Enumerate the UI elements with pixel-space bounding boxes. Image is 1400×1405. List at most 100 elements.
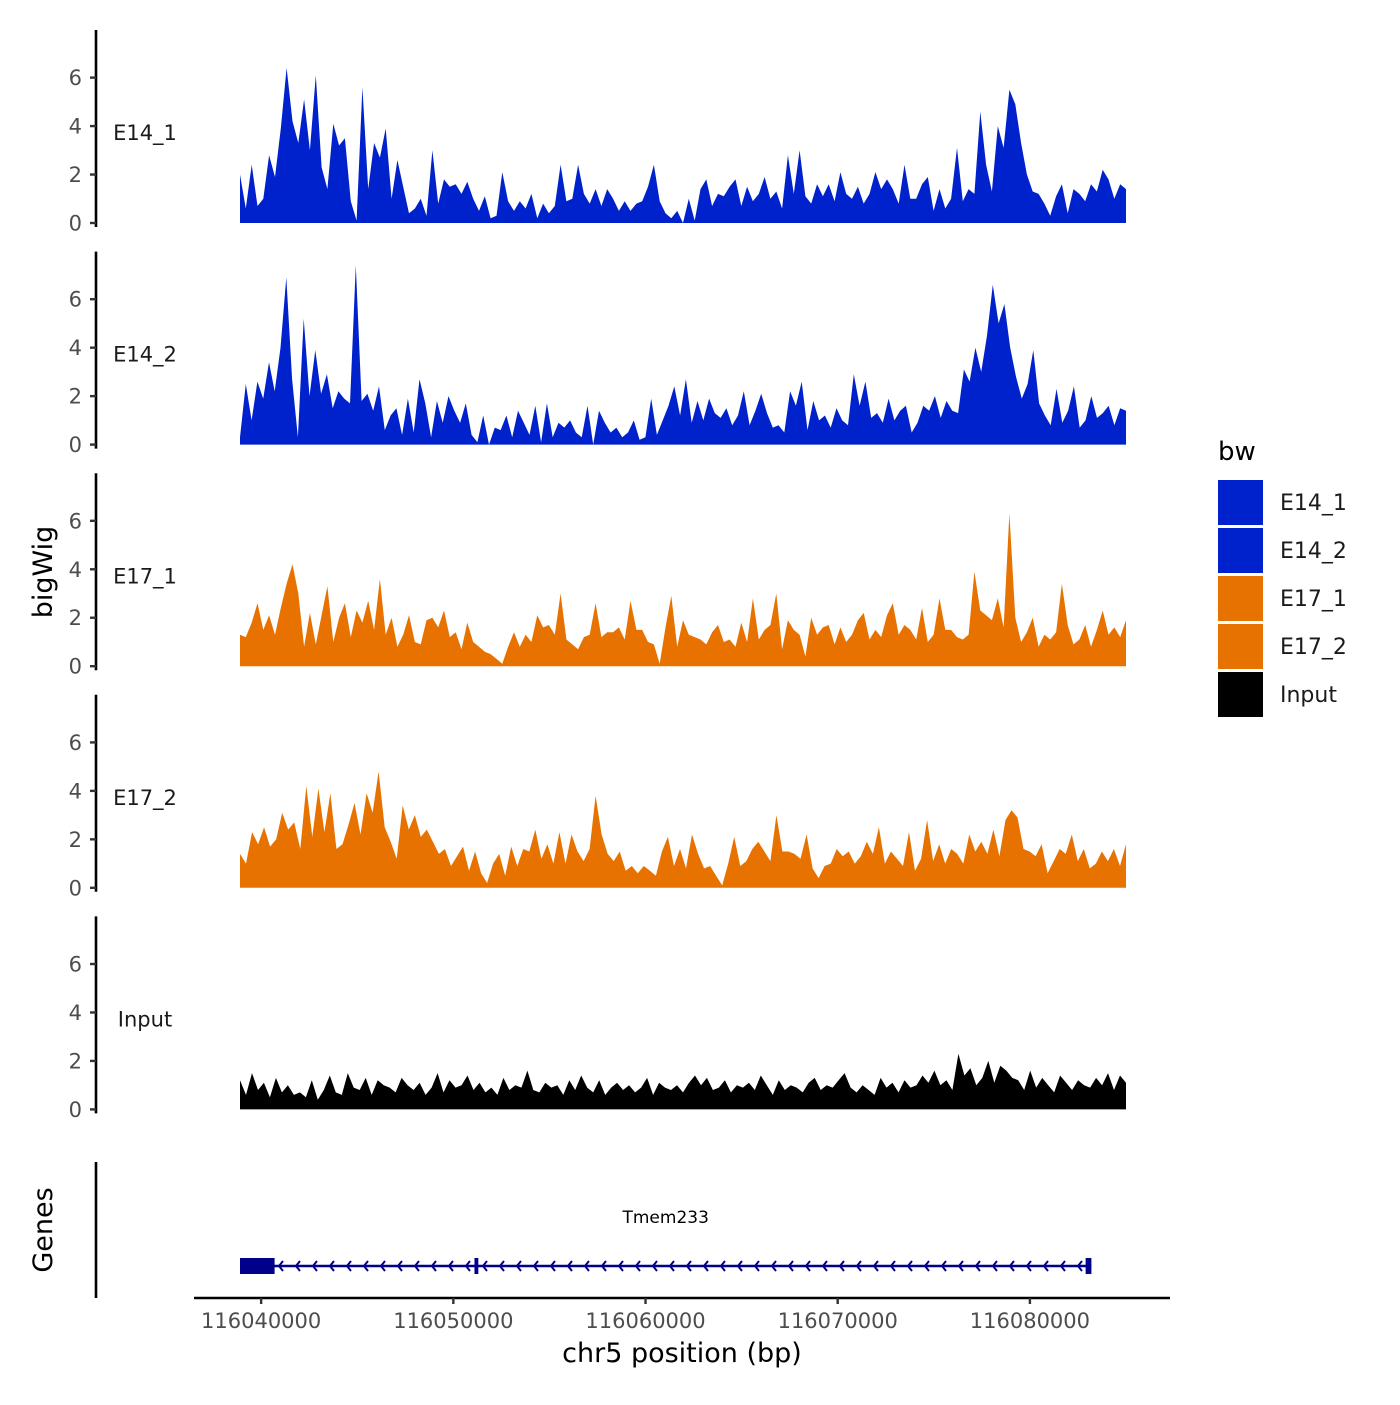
strand-arrow — [583, 1260, 590, 1272]
strand-arrow — [600, 1260, 607, 1272]
strand-arrow — [447, 1260, 454, 1272]
track-panel-e17-2: 0 2 4 6 E17_2 — [69, 694, 1126, 900]
legend-entry-e14-1: E14_1 — [1218, 480, 1347, 525]
track-panel-e17-1: 0 2 4 6 E17_1 — [69, 473, 1126, 679]
y-tick-label: 2 — [69, 163, 82, 187]
track-label: E17_2 — [113, 786, 177, 811]
strand-arrow — [396, 1260, 403, 1272]
y-tick-label: 6 — [69, 953, 82, 977]
strand-arrow — [855, 1260, 862, 1272]
strand-arrow — [940, 1260, 947, 1272]
strand-arrow — [787, 1260, 794, 1272]
x-tick-label: 116070000 — [778, 1309, 898, 1333]
legend-title: bw — [1218, 437, 1256, 467]
track-panel-e14-1: 0 2 4 6 E14_1 — [69, 30, 1126, 236]
strand-arrow — [1008, 1260, 1015, 1272]
legend-entry-e14-2: E14_2 — [1218, 528, 1347, 573]
genes-panel-title: Genes — [28, 1187, 59, 1272]
strand-arrow — [1025, 1260, 1032, 1272]
strand-arrow — [345, 1260, 352, 1272]
legend-entries: E14_1 E14_2 E17_1 E17_2 Input — [1218, 480, 1347, 717]
y-axis-title: bigWig — [28, 526, 59, 619]
y-tick-label: 0 — [69, 1098, 82, 1122]
gene-name-label: Tmem233 — [621, 1208, 708, 1228]
strand-arrow — [753, 1260, 760, 1272]
coverage-area-e14-1 — [240, 67, 1126, 224]
track-label: Input — [118, 1007, 172, 1031]
track-panel-input: 0 2 4 6 Input — [69, 916, 1126, 1122]
y-tick-label: 6 — [69, 288, 82, 312]
strand-arrow — [957, 1260, 964, 1272]
track-label: E14_1 — [113, 121, 177, 146]
strand-arrow — [702, 1260, 709, 1272]
legend-label: Input — [1280, 683, 1337, 708]
strand-arrow — [549, 1260, 556, 1272]
coverage-area-e14-2 — [240, 265, 1126, 445]
gene-exon — [474, 1258, 479, 1274]
strand-arrow — [617, 1260, 624, 1272]
strand-arrow — [685, 1260, 692, 1272]
strand-arrow — [498, 1260, 505, 1272]
strand-arrow — [736, 1260, 743, 1272]
legend: bw E14_1 E14_2 E17_1 E17_2 Input — [1218, 437, 1347, 717]
legend-swatch — [1218, 576, 1263, 621]
strand-arrow — [668, 1260, 675, 1272]
legend-entry-e17-1: E17_1 — [1218, 576, 1347, 621]
y-tick-label: 4 — [69, 115, 82, 139]
strand-arrow — [991, 1260, 998, 1272]
strand-arrow — [719, 1260, 726, 1272]
strand-arrow — [430, 1260, 437, 1272]
strand-arrow — [1059, 1260, 1066, 1272]
track-panel-e14-2: 0 2 4 6 E14_2 — [69, 251, 1126, 457]
strand-arrow — [379, 1260, 386, 1272]
legend-swatch — [1218, 528, 1263, 573]
strand-arrow — [651, 1260, 658, 1272]
y-tick-label: 4 — [69, 558, 82, 582]
legend-label: E17_1 — [1280, 587, 1347, 612]
y-tick-label: 6 — [69, 66, 82, 90]
legend-label: E17_2 — [1280, 635, 1347, 660]
x-tick-label: 116060000 — [585, 1309, 705, 1333]
coverage-area-e17-1 — [240, 513, 1126, 667]
coverage-area-input — [240, 1053, 1126, 1110]
strand-arrow — [311, 1260, 318, 1272]
gene-exon — [240, 1258, 275, 1274]
y-tick-label: 2 — [69, 828, 82, 852]
strand-arrow — [532, 1260, 539, 1272]
y-tick-label: 4 — [69, 1001, 82, 1025]
strand-arrow — [328, 1260, 335, 1272]
legend-entry-input: Input — [1218, 672, 1337, 717]
y-tick-label: 0 — [69, 655, 82, 679]
y-tick-label: 2 — [69, 606, 82, 630]
gene-exon — [1085, 1258, 1092, 1274]
gene-elements: Tmem233 — [240, 1208, 1092, 1274]
y-tick-label: 0 — [69, 212, 82, 236]
strand-arrow — [566, 1260, 573, 1272]
legend-entry-e17-2: E17_2 — [1218, 624, 1347, 669]
strand-arrow — [821, 1260, 828, 1272]
strand-arrow — [1042, 1260, 1049, 1272]
strand-arrow — [838, 1260, 845, 1272]
y-tick-label: 2 — [69, 385, 82, 409]
coverage-area-e17-2 — [240, 771, 1126, 888]
strand-arrow — [277, 1260, 284, 1272]
y-tick-label: 2 — [69, 1049, 82, 1073]
strand-arrow — [464, 1260, 471, 1272]
legend-swatch — [1218, 672, 1263, 717]
strand-arrow — [889, 1260, 896, 1272]
strand-arrow — [294, 1260, 301, 1272]
strand-arrow — [923, 1260, 930, 1272]
x-tick-label: 116050000 — [393, 1309, 513, 1333]
y-tick-label: 6 — [69, 509, 82, 533]
x-axis: 116040000 116050000 116060000 116070000 1160… — [194, 1296, 1170, 1369]
legend-swatch — [1218, 480, 1263, 525]
strand-arrow — [634, 1260, 641, 1272]
legend-label: E14_2 — [1280, 539, 1347, 564]
strand-arrow — [872, 1260, 879, 1272]
y-tick-label: 0 — [69, 876, 82, 900]
y-tick-label: 6 — [69, 731, 82, 755]
tracks-layer: 0 2 4 6 E14_1 0 2 4 6 E14_2 0 2 4 6 E17_1 0 2 4 6 E17_2 0 2 4 6… — [69, 30, 1126, 1122]
x-axis-title: chr5 position (bp) — [562, 1338, 802, 1369]
